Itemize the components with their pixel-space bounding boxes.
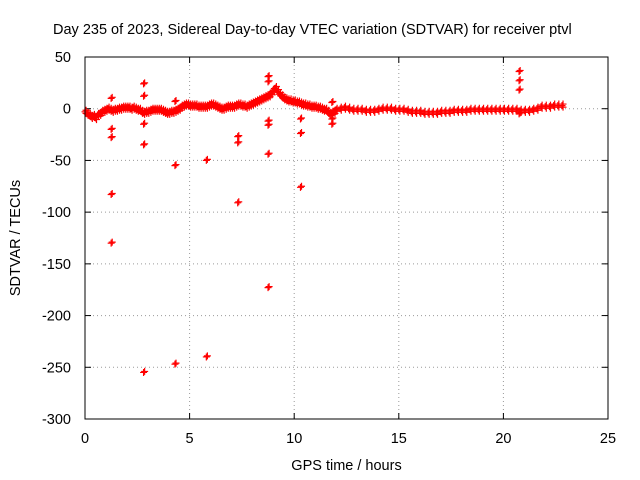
outlier-point <box>140 141 148 149</box>
outlier-point <box>172 96 180 104</box>
outlier-point <box>172 359 180 367</box>
y-tick-label: 0 <box>63 102 71 118</box>
outlier-point <box>235 198 243 206</box>
outlier-point <box>515 86 523 94</box>
outlier-point <box>107 134 115 142</box>
outlier-point <box>516 109 524 117</box>
x-tick-label: 15 <box>391 431 407 447</box>
outlier-point <box>234 133 242 141</box>
outlier-point <box>516 85 524 93</box>
x-tick-label: 0 <box>81 431 89 447</box>
outlier-point <box>515 110 523 118</box>
y-tick-label: -200 <box>42 309 71 325</box>
outlier-point <box>202 353 210 361</box>
outlier-point <box>234 199 242 207</box>
outlier-point <box>141 91 149 99</box>
data-point <box>559 103 567 111</box>
grid <box>85 57 608 419</box>
outlier-point <box>107 239 115 247</box>
outlier-point <box>296 183 304 191</box>
outlier-point <box>265 120 273 128</box>
outlier-point <box>329 119 337 127</box>
outlier-point <box>264 150 272 158</box>
tick-labels: 0 5 10 15 20 25 50 0 -50 -100 -150 -200 -250 -300 <box>42 50 616 447</box>
outlier-point <box>234 139 242 147</box>
y-tick-label: -250 <box>42 360 71 376</box>
outlier-point <box>265 283 273 291</box>
plot-frame <box>84 56 609 420</box>
data-point <box>558 102 566 110</box>
outlier-point <box>171 97 179 105</box>
outlier-point <box>172 161 180 169</box>
outlier-point <box>298 114 306 122</box>
outlier-point <box>296 115 304 123</box>
x-tick-label: 10 <box>286 431 302 447</box>
x-tick-label: 5 <box>186 431 194 447</box>
outlier-point <box>264 121 272 129</box>
x-tick-label: 20 <box>495 431 511 447</box>
y-tick-label: 50 <box>55 50 71 66</box>
outlier-point <box>171 162 179 170</box>
outlier-point <box>108 93 116 101</box>
outlier-point <box>328 99 336 107</box>
outlier-point <box>107 94 115 102</box>
outlier-point <box>265 149 273 157</box>
x-axis-label: GPS time / hours <box>291 458 401 474</box>
outlier-point <box>235 132 243 140</box>
x-tick-label: 25 <box>600 431 616 447</box>
outlier-point <box>141 119 149 127</box>
y-axis-label: SDTVAR / TECUs <box>8 180 24 296</box>
outlier-point <box>298 182 306 190</box>
outlier-point <box>140 368 148 376</box>
outlier-point <box>329 97 337 105</box>
data-points <box>81 66 567 376</box>
outlier-point <box>265 77 273 85</box>
outlier-point <box>140 120 148 128</box>
outlier-point <box>140 80 148 88</box>
outlier-point <box>328 120 336 128</box>
outlier-point <box>515 77 523 85</box>
outlier-point <box>203 155 211 163</box>
y-tick-label: -100 <box>42 205 71 221</box>
outlier-point <box>141 140 149 148</box>
outlier-point <box>264 78 272 86</box>
outlier-point <box>108 124 116 132</box>
outlier-point <box>298 129 306 137</box>
outlier-point <box>141 79 149 87</box>
data-point <box>534 106 542 114</box>
outlier-point <box>108 190 116 198</box>
outlier-point <box>108 238 116 246</box>
outlier-point <box>140 92 148 100</box>
outlier-point <box>108 133 116 141</box>
outlier-point <box>202 156 210 164</box>
outlier-point <box>516 66 524 74</box>
outlier-point <box>141 367 149 375</box>
y-tick-label: -300 <box>42 412 71 428</box>
outlier-point <box>107 125 115 133</box>
y-tick-label: -150 <box>42 257 71 273</box>
outlier-point <box>516 76 524 84</box>
outlier-point <box>264 284 272 292</box>
outlier-point <box>203 352 211 360</box>
outlier-point <box>296 130 304 138</box>
outlier-point <box>515 67 523 75</box>
outlier-point <box>171 360 179 368</box>
chart-title: Day 235 of 2023, Sidereal Day-to-day VTE… <box>53 22 572 38</box>
outlier-point <box>235 138 243 146</box>
y-tick-label: -50 <box>50 153 71 169</box>
outlier-point <box>107 191 115 199</box>
